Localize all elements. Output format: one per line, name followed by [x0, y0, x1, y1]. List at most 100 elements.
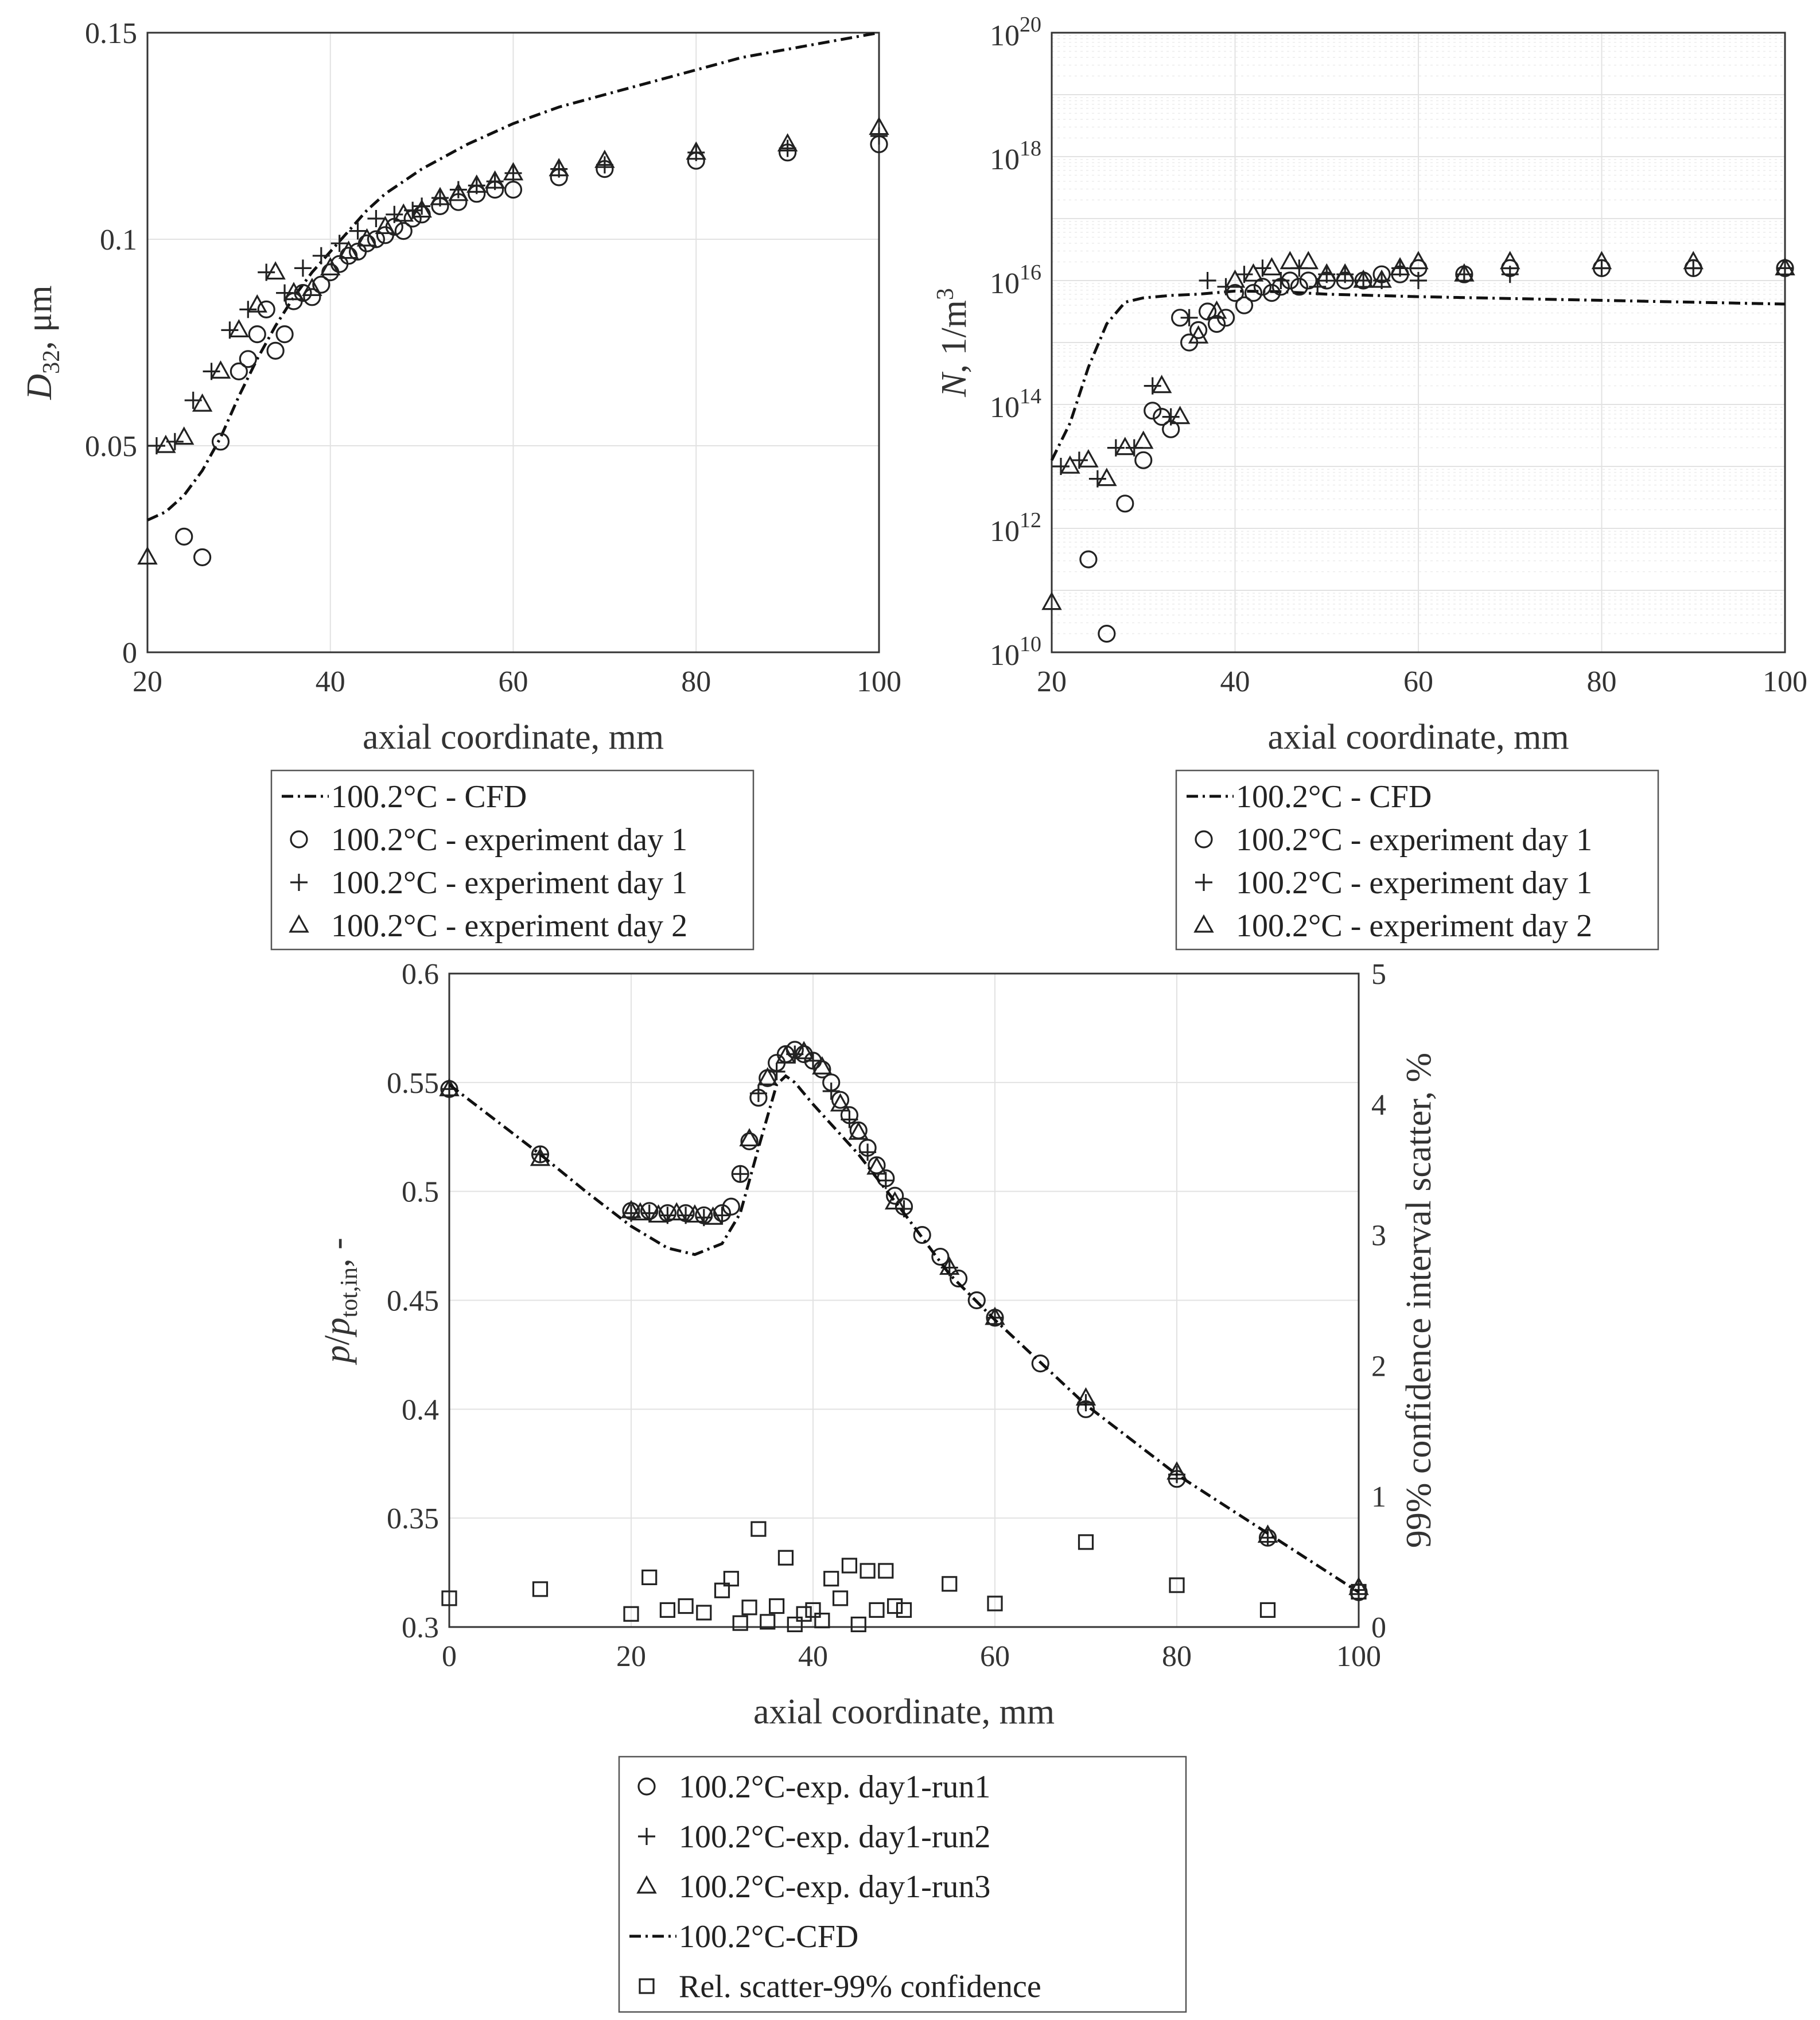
- num-point-triangle: [1683, 251, 1704, 270]
- pres-point-triangle: [830, 1093, 851, 1112]
- pres-point-square: [777, 1550, 794, 1566]
- chart-d32: 20 40 60 80 100 0 0.05 0.1 0.15 axial coordinate,…: [20, 17, 901, 951]
- num-ytick-label: 1014: [990, 384, 1041, 424]
- pres-point-square: [823, 1571, 839, 1587]
- d32-legend-label: 100.2°C - experiment day 2: [331, 908, 687, 944]
- pres-point-square: [878, 1563, 894, 1579]
- num-point-triangle: [1371, 269, 1392, 288]
- num-point-circle: [1226, 284, 1245, 302]
- pres-point-triangle: [702, 1206, 724, 1225]
- pres-point-square: [860, 1563, 876, 1579]
- d32-point-circle: [193, 548, 212, 567]
- d32-point-circle: [257, 300, 275, 319]
- d32-point-triangle: [686, 141, 706, 160]
- num-point-plus: [1180, 309, 1198, 326]
- num-legend-swatch-plus: [1195, 874, 1212, 891]
- num-point-triangle: [1169, 406, 1191, 425]
- pres-point-square: [696, 1605, 712, 1621]
- d32-point-plus: [330, 235, 348, 252]
- d32-xtick-label: 40: [316, 665, 345, 698]
- pres-xtick-label: 20: [616, 1640, 646, 1673]
- num-point-triangle: [1261, 257, 1282, 275]
- pres-cfd-line: [448, 1074, 1360, 1594]
- d32-xtick-label: 80: [681, 665, 711, 698]
- pres-y2tick-label: 1: [1371, 1481, 1386, 1513]
- num-point-circle: [1244, 284, 1263, 302]
- d32-point-plus: [239, 301, 257, 318]
- num-point-circle: [1207, 314, 1226, 333]
- pres-legend-label: 100.2°C-exp. day1-run2: [679, 1819, 990, 1855]
- num-point-triangle: [1335, 263, 1355, 282]
- pres-point-square: [896, 1602, 912, 1618]
- num-x-axis-label: axial coordinate, mm: [1267, 718, 1569, 757]
- pres-y2tick-label: 4: [1371, 1089, 1386, 1122]
- d32-ytick-label: 0.05: [85, 430, 137, 463]
- pres-point-square: [750, 1521, 767, 1537]
- pres-point-square: [768, 1598, 785, 1614]
- pres-point-triangle: [848, 1121, 869, 1140]
- num-point-circle: [1198, 302, 1217, 321]
- pres-point-plus: [749, 1084, 767, 1102]
- num-legend-label: 100.2°C - CFD: [1236, 779, 1432, 815]
- pres-legend-label: Rel. scatter-99% confidence: [679, 1969, 1041, 2005]
- num-cfd-line: [1050, 289, 1786, 461]
- num-ytick-label: 1016: [990, 260, 1041, 300]
- num-point-triangle: [1280, 251, 1301, 270]
- d32-point-triangle: [174, 426, 195, 445]
- num-point-circle: [1116, 495, 1134, 513]
- pres-point-circle: [967, 1291, 986, 1310]
- pres-y2tick-label: 2: [1371, 1350, 1386, 1383]
- pres-point-triangle: [1348, 1577, 1369, 1595]
- pres-point-square: [723, 1571, 739, 1587]
- d32-point-circle: [175, 527, 193, 546]
- pres-point-square: [532, 1581, 549, 1597]
- pres-ytick-label: 0.35: [387, 1503, 439, 1535]
- d32-point-triangle: [594, 149, 615, 168]
- d32-y-axis-label: D32, μm: [20, 285, 65, 400]
- pres-ytick-label: 0.5: [402, 1176, 439, 1209]
- d32-point-circle: [239, 350, 257, 368]
- pres-xtick-label: 60: [980, 1640, 1010, 1673]
- num-point-triangle: [1224, 269, 1246, 288]
- d32-frame: [146, 32, 880, 653]
- pres-xtick-label: 0: [442, 1640, 457, 1673]
- d32-point-triangle: [192, 393, 213, 412]
- d32-point-triangle: [338, 240, 359, 259]
- pres-point-square: [678, 1598, 694, 1614]
- pres-ytick-label: 0.45: [387, 1285, 439, 1318]
- num-point-circle: [1299, 271, 1317, 290]
- num-point-circle: [1144, 402, 1162, 420]
- pres-point-triangle: [666, 1202, 687, 1221]
- d32-point-circle: [367, 230, 386, 248]
- d32-point-triangle: [411, 199, 432, 218]
- pres-xtick-label: 40: [798, 1640, 828, 1673]
- pres-point-square: [841, 1558, 858, 1574]
- num-point-circle: [1253, 278, 1272, 296]
- d32-point-triangle: [393, 203, 414, 222]
- d32-point-triangle: [549, 158, 569, 177]
- d32-point-circle: [266, 341, 285, 360]
- d32-point-plus: [312, 247, 330, 264]
- pres-point-triangle: [884, 1191, 905, 1210]
- num-frame: [1051, 32, 1786, 653]
- pres-ytick-label: 0.3: [402, 1612, 439, 1644]
- pres-point-triangle: [739, 1128, 760, 1147]
- d32-point-circle: [312, 275, 330, 294]
- num-y-axis-label: N, 1/m3: [932, 288, 974, 398]
- pres-point-triangle: [757, 1067, 778, 1085]
- num-xtick-label: 60: [1403, 665, 1433, 698]
- pres-point-circle: [913, 1226, 931, 1244]
- d32-point-circle: [230, 362, 248, 381]
- num-point-triangle: [1454, 263, 1475, 282]
- d32-point-triangle: [777, 133, 798, 151]
- pres-point-square: [1169, 1577, 1185, 1593]
- d32-point-circle: [294, 284, 312, 302]
- pres-point-square: [787, 1616, 803, 1633]
- d32-point-triangle: [448, 182, 469, 201]
- num-point-triangle: [1408, 251, 1429, 270]
- pres-point-square: [1078, 1534, 1094, 1550]
- pres-point-square: [796, 1606, 812, 1622]
- d32-point-plus: [870, 127, 888, 145]
- pres-point-square: [623, 1606, 639, 1622]
- d32-point-circle: [357, 234, 376, 252]
